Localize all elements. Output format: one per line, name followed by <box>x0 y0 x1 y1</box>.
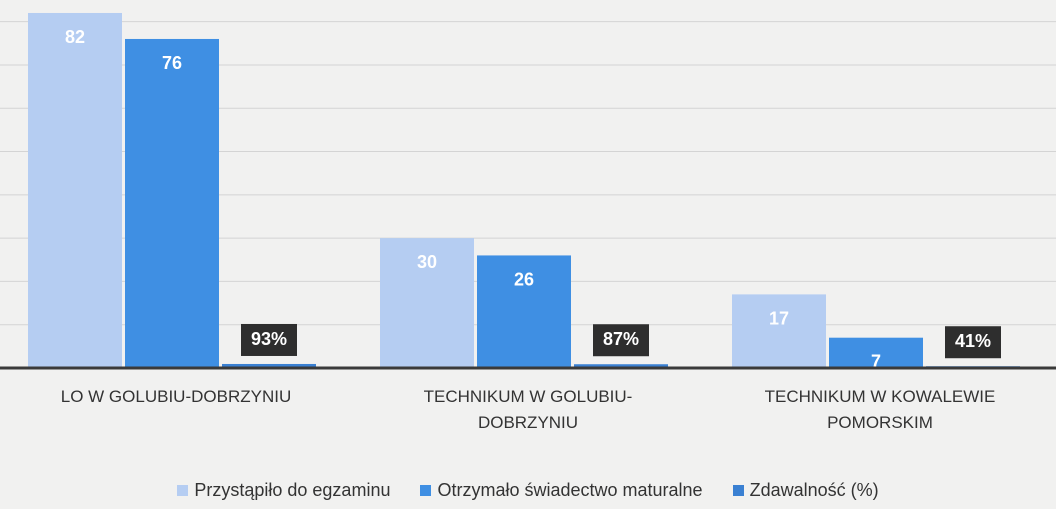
data-label: 82 <box>65 27 85 47</box>
plot: 82 30 17 76 26 7 93% 87% 41% <box>0 12 1056 372</box>
bar <box>28 12 122 369</box>
bar <box>125 38 219 368</box>
label-box <box>593 324 649 357</box>
bar <box>222 363 316 368</box>
legend-item: Otrzymało świadectwo maturalne <box>420 480 703 501</box>
data-label: 76 <box>162 53 182 73</box>
x-tick-label: LO W GOLUBIU-DOBRZYNIU <box>60 387 292 406</box>
legend-swatch <box>177 485 189 496</box>
data-label: 17 <box>769 308 789 328</box>
bar <box>732 294 826 368</box>
bar <box>477 255 571 368</box>
data-label: 93% <box>251 329 287 349</box>
bar <box>380 238 474 368</box>
legend-item: Zdawalność (%) <box>732 480 879 501</box>
legend-swatch <box>420 485 432 496</box>
data-label: 26 <box>514 269 534 289</box>
legend: Przystąpiło do egzaminu Otrzymało świadec… <box>0 480 1056 501</box>
x-tick-label: TECHNIKUM W KOWALEWIE POMORSKIM <box>764 387 996 432</box>
legend-swatch <box>732 485 744 496</box>
label-box <box>241 323 297 356</box>
bar <box>829 337 923 368</box>
data-label: 30 <box>417 252 437 272</box>
bar <box>574 364 668 368</box>
legend-item: Przystąpiło do egzaminu <box>177 480 390 501</box>
x-tick-label: TECHNIKUM W GOLUBIU-DOBRZYNIU <box>423 387 633 432</box>
legend-label: Zdawalność (%) <box>749 480 879 500</box>
legend-label: Otrzymało świadectwo maturalne <box>437 480 703 500</box>
data-label: 7 <box>871 352 881 372</box>
data-label: 41% <box>955 331 991 351</box>
legend-label: Przystąpiło do egzaminu <box>194 480 391 500</box>
data-label: 87% <box>603 329 639 349</box>
label-box <box>945 326 1001 359</box>
